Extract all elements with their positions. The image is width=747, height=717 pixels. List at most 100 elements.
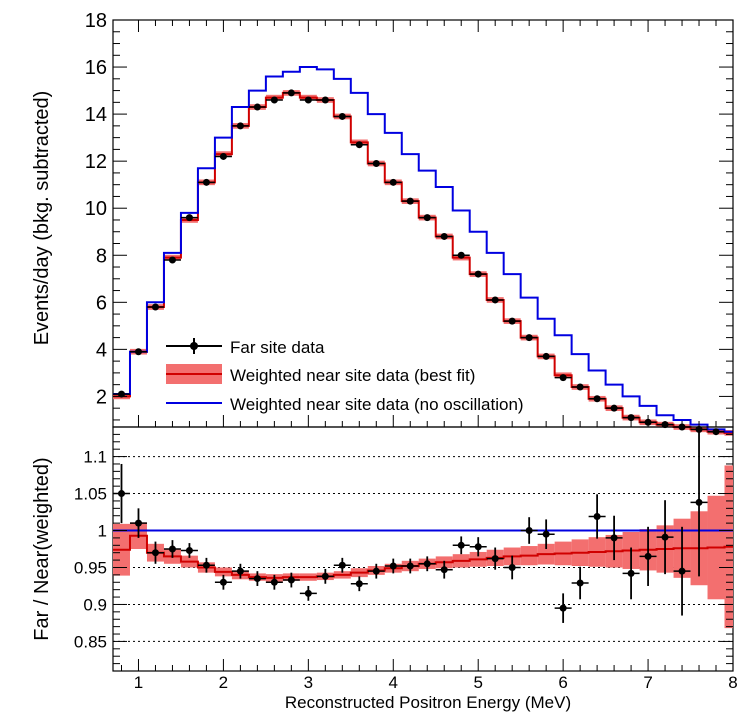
bottom-data-point bbox=[440, 566, 448, 574]
top-data-point bbox=[151, 303, 159, 311]
bottom-y-ticks: 0.85 0.9 0.95 1 1.05 1.1 bbox=[74, 433, 733, 665]
bottom-data-point bbox=[474, 543, 482, 551]
top-y-tick-label: 12 bbox=[85, 151, 107, 173]
bottom-data-point bbox=[355, 580, 363, 588]
bottom-data-point bbox=[593, 512, 601, 520]
top-data-point bbox=[610, 404, 618, 412]
bottom-data-point bbox=[253, 575, 261, 583]
bottom-x-tick-label: 1 bbox=[134, 673, 143, 692]
bottom-x-tick-label: 2 bbox=[219, 673, 228, 692]
top-data-point bbox=[389, 178, 397, 186]
top-y-tick-label: 6 bbox=[96, 292, 107, 314]
top-data-point bbox=[270, 96, 278, 104]
top-data-point bbox=[440, 232, 448, 240]
bottom-y-tick-label: 1.1 bbox=[83, 448, 107, 467]
bottom-data-point bbox=[661, 533, 669, 541]
top-data-point bbox=[508, 317, 516, 325]
top-data-point bbox=[321, 96, 329, 104]
legend-far-marker-dot bbox=[190, 342, 198, 350]
top-data-point bbox=[287, 89, 295, 97]
bottom-data-point bbox=[695, 498, 703, 506]
top-y-ticks: 2 4 6 8 10 12 14 16 18 bbox=[85, 10, 733, 421]
top-data-point bbox=[525, 334, 533, 342]
top-data-point bbox=[457, 251, 465, 259]
top-data-point bbox=[423, 214, 431, 222]
bottom-data-point bbox=[372, 567, 380, 575]
bottom-y-tick-label: 0.9 bbox=[83, 595, 107, 614]
bottom-data-point bbox=[525, 527, 533, 535]
top-y-axis-label: Events/day (bkg. subtracted) bbox=[31, 91, 53, 346]
bottom-data-point bbox=[491, 555, 499, 563]
bottom-data-point bbox=[559, 604, 567, 612]
bottom-data-point bbox=[304, 589, 312, 597]
top-data-point bbox=[593, 395, 601, 403]
top-data-point bbox=[542, 352, 550, 360]
top-data-point bbox=[627, 414, 635, 422]
legend-entry-best-fit: Weighted near site data (best fit) bbox=[166, 364, 475, 385]
top-data-point bbox=[712, 428, 720, 436]
top-data-point bbox=[406, 197, 414, 205]
bottom-panel: 0.85 0.9 0.95 1 1.05 1.1 1 2 3 4 5 6 7 8 Far / Near(… bbox=[31, 426, 738, 712]
top-data-point bbox=[491, 296, 499, 304]
bottom-data-point bbox=[389, 562, 397, 570]
bottom-data-point bbox=[219, 578, 227, 586]
bottom-data-point bbox=[202, 561, 210, 569]
top-y-tick-label: 4 bbox=[96, 339, 107, 361]
top-y-tick-label: 18 bbox=[85, 10, 107, 32]
bottom-data-point bbox=[236, 567, 244, 575]
legend-best-fit-label: Weighted near site data (best fit) bbox=[230, 366, 475, 385]
legend-far-site-label: Far site data bbox=[230, 338, 325, 357]
bottom-data-point bbox=[423, 560, 431, 568]
bottom-data-point bbox=[287, 576, 295, 584]
top-y-tick-label: 8 bbox=[96, 245, 107, 267]
legend: Far site data Weighted near site data (b… bbox=[166, 338, 524, 414]
top-y-tick-label: 2 bbox=[96, 386, 107, 408]
top-data-point bbox=[236, 122, 244, 130]
bottom-data-point bbox=[185, 546, 193, 554]
top-data-point bbox=[253, 103, 261, 111]
bottom-y-tick-label: 0.85 bbox=[74, 632, 107, 651]
bottom-x-tick-label: 5 bbox=[473, 673, 482, 692]
bottom-data-point bbox=[508, 563, 516, 571]
top-y-tick-label: 10 bbox=[85, 198, 107, 220]
top-x-ticks bbox=[137, 20, 734, 427]
top-data-point bbox=[372, 160, 380, 168]
bottom-data-point bbox=[270, 578, 278, 586]
top-data-point bbox=[355, 141, 363, 149]
bottom-data-point bbox=[168, 545, 176, 553]
top-data-point bbox=[117, 390, 125, 398]
legend-entry-no-oscillation: Weighted near site data (no oscillation) bbox=[166, 395, 524, 414]
bottom-data-point bbox=[321, 572, 329, 580]
bottom-best-fit-band bbox=[113, 465, 733, 629]
top-no-oscillation-line bbox=[113, 66, 733, 433]
bottom-data-point bbox=[134, 519, 142, 527]
top-data-point bbox=[134, 348, 142, 356]
bottom-data-point bbox=[151, 549, 159, 557]
top-data-point bbox=[338, 112, 346, 120]
top-y-tick-label: 16 bbox=[85, 57, 107, 79]
bottom-data-point bbox=[457, 541, 465, 549]
bottom-data-point bbox=[610, 534, 618, 542]
legend-entry-far-site-data: Far site data bbox=[166, 338, 325, 357]
bottom-y-tick-label: 0.95 bbox=[74, 558, 107, 577]
top-data-point bbox=[185, 214, 193, 222]
bottom-data-point bbox=[627, 569, 635, 577]
top-data-point bbox=[559, 374, 567, 382]
top-data-point bbox=[304, 96, 312, 104]
bottom-y-axis-label: Far / Near(weighted) bbox=[31, 457, 53, 640]
bottom-data-point bbox=[678, 567, 686, 575]
bottom-x-tick-label: 4 bbox=[389, 673, 398, 692]
bottom-x-tick-label: 6 bbox=[558, 673, 567, 692]
top-data-point bbox=[168, 256, 176, 264]
bottom-x-tick-label: 7 bbox=[643, 673, 652, 692]
bottom-data-point bbox=[644, 552, 652, 560]
bottom-data-point bbox=[406, 562, 414, 570]
bottom-data-point bbox=[542, 530, 550, 538]
top-data-point bbox=[202, 178, 210, 186]
bottom-data-point bbox=[576, 579, 584, 587]
x-axis-label: Reconstructed Positron Energy (MeV) bbox=[285, 693, 571, 712]
top-data-point bbox=[576, 383, 584, 391]
top-y-tick-label: 14 bbox=[85, 104, 107, 126]
bottom-x-ticks: 1 2 3 4 5 6 7 8 bbox=[120, 659, 738, 692]
